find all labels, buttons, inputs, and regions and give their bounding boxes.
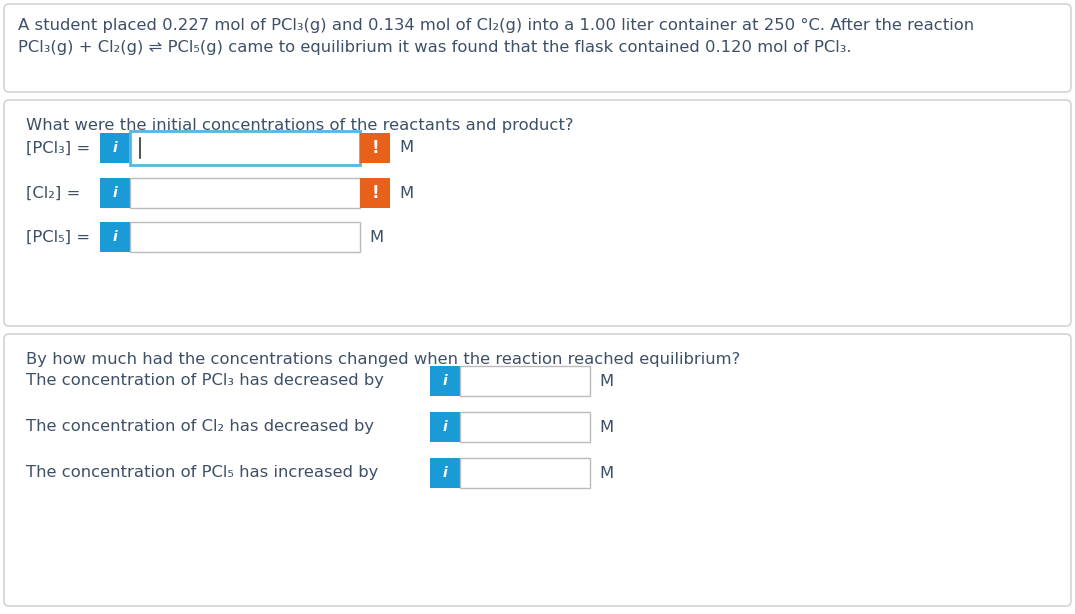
Text: M: M	[599, 373, 613, 389]
FancyBboxPatch shape	[4, 4, 1071, 92]
Bar	[130, 131, 360, 165]
Bar	[430, 366, 460, 396]
Bar	[100, 222, 130, 252]
Text: i: i	[443, 466, 447, 480]
Text: M: M	[599, 465, 613, 481]
Text: The concentration of PCl₃ has decreased by: The concentration of PCl₃ has decreased …	[26, 373, 384, 389]
Bar	[100, 133, 130, 163]
Text: M: M	[399, 141, 413, 155]
Text: M: M	[399, 185, 413, 201]
Bar	[460, 458, 590, 488]
Text: i: i	[443, 374, 447, 388]
Text: The concentration of PCl₅ has increased by: The concentration of PCl₅ has increased …	[26, 465, 378, 481]
Bar	[130, 222, 360, 252]
FancyBboxPatch shape	[4, 100, 1071, 326]
Bar	[360, 133, 390, 163]
Bar	[360, 178, 390, 208]
Text: [Cl₂] =: [Cl₂] =	[26, 185, 81, 201]
Bar	[460, 412, 590, 442]
Text: [PCl₃] =: [PCl₃] =	[26, 141, 90, 155]
Text: i: i	[113, 230, 117, 244]
Text: M: M	[369, 230, 383, 244]
Text: What were the initial concentrations of the reactants and product?: What were the initial concentrations of …	[26, 118, 573, 133]
Text: A student placed 0.227 mol of PCl₃(g) and 0.134 mol of Cl₂(g) into a 1.00 liter : A student placed 0.227 mol of PCl₃(g) an…	[18, 18, 974, 33]
Bar	[130, 178, 360, 208]
Text: M: M	[599, 419, 613, 435]
Text: i: i	[113, 186, 117, 200]
Bar	[460, 366, 590, 396]
Bar	[430, 458, 460, 488]
Text: !: !	[371, 139, 378, 157]
FancyBboxPatch shape	[4, 334, 1071, 606]
Bar	[100, 178, 130, 208]
Text: [PCl₅] =: [PCl₅] =	[26, 230, 90, 244]
Text: By how much had the concentrations changed when the reaction reached equilibrium: By how much had the concentrations chang…	[26, 352, 741, 367]
Text: !: !	[371, 184, 378, 202]
Text: i: i	[443, 420, 447, 434]
Bar	[430, 412, 460, 442]
Text: The concentration of Cl₂ has decreased by: The concentration of Cl₂ has decreased b…	[26, 419, 374, 435]
Text: PCl₃(g) + Cl₂(g) ⇌ PCl₅(g) came to equilibrium it was found that the flask conta: PCl₃(g) + Cl₂(g) ⇌ PCl₅(g) came to equil…	[18, 40, 851, 55]
Text: i: i	[113, 141, 117, 155]
